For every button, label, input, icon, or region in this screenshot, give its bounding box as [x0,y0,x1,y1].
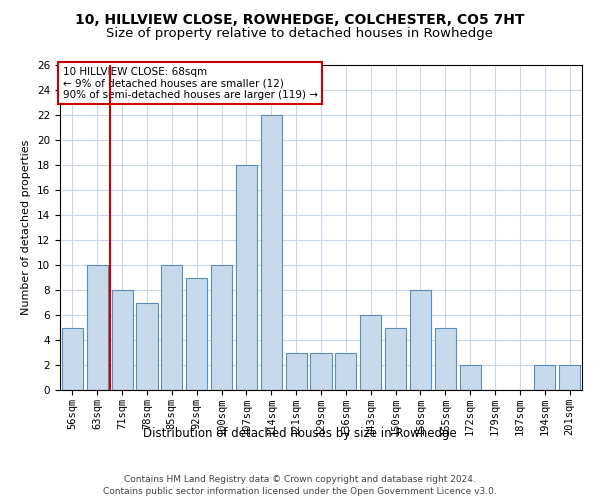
Bar [261,115,282,390]
Bar [112,290,133,390]
Bar [236,165,257,390]
Bar [460,365,481,390]
Bar [161,265,182,390]
Text: Distribution of detached houses by size in Rowhedge: Distribution of detached houses by size … [143,428,457,440]
Text: 10 HILLVIEW CLOSE: 68sqm
← 9% of detached houses are smaller (12)
90% of semi-de: 10 HILLVIEW CLOSE: 68sqm ← 9% of detache… [62,66,317,100]
Bar [385,328,406,390]
Bar [310,352,332,390]
Bar [62,328,83,390]
Text: 10, HILLVIEW CLOSE, ROWHEDGE, COLCHESTER, CO5 7HT: 10, HILLVIEW CLOSE, ROWHEDGE, COLCHESTER… [75,12,525,26]
Text: Size of property relative to detached houses in Rowhedge: Size of property relative to detached ho… [107,28,493,40]
Bar [360,315,381,390]
Bar [534,365,555,390]
Bar [335,352,356,390]
Bar [211,265,232,390]
Bar [136,302,158,390]
Text: Contains HM Land Registry data © Crown copyright and database right 2024.: Contains HM Land Registry data © Crown c… [124,475,476,484]
Y-axis label: Number of detached properties: Number of detached properties [22,140,31,315]
Bar [559,365,580,390]
Text: Contains public sector information licensed under the Open Government Licence v3: Contains public sector information licen… [103,488,497,496]
Bar [186,278,207,390]
Bar [87,265,108,390]
Bar [435,328,456,390]
Bar [410,290,431,390]
Bar [286,352,307,390]
